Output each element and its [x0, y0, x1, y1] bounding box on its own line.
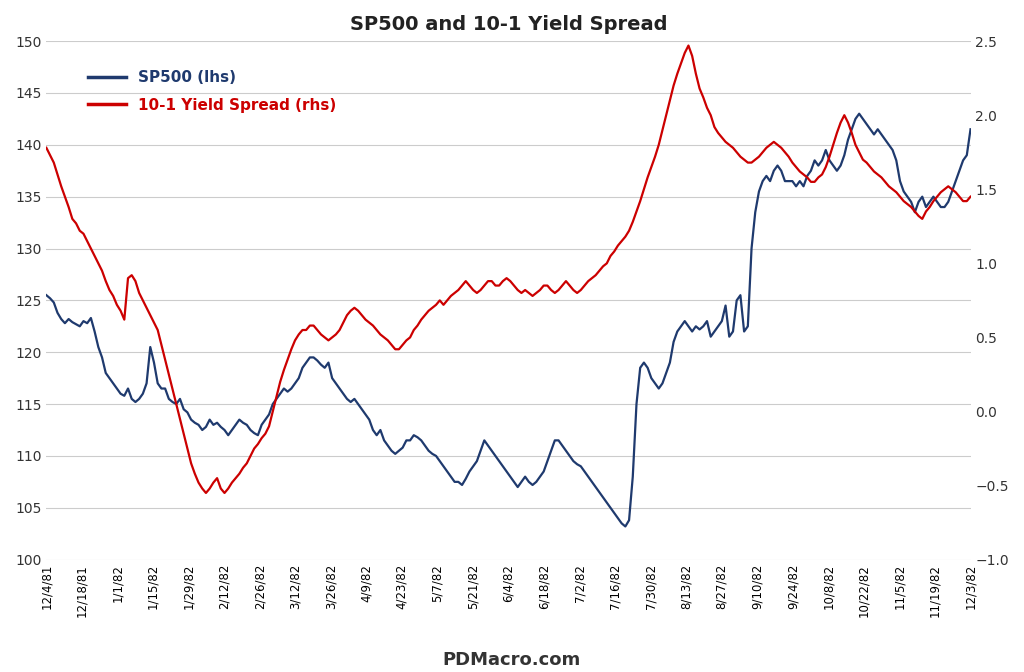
SP500 (lhs) [574, 462, 587, 470]
10-1 Yield Spread (rhs) [193, 478, 205, 487]
SP500 (lhs) [935, 203, 947, 211]
10-1 Yield Spread (rhs) [965, 193, 977, 201]
10-1 Yield Spread (rhs) [935, 188, 947, 196]
10-1 Yield Spread (rhs) [40, 144, 52, 152]
Line: 10-1 Yield Spread (rhs): 10-1 Yield Spread (rhs) [46, 46, 971, 493]
10-1 Yield Spread (rhs) [682, 42, 694, 50]
SP500 (lhs) [40, 291, 52, 299]
SP500 (lhs) [853, 110, 865, 118]
SP500 (lhs) [193, 421, 205, 429]
Title: SP500 and 10-1 Yield Spread: SP500 and 10-1 Yield Spread [349, 15, 668, 34]
10-1 Yield Spread (rhs) [426, 304, 438, 312]
10-1 Yield Spread (rhs) [579, 282, 591, 290]
Legend: SP500 (lhs), 10-1 Yield Spread (rhs): SP500 (lhs), 10-1 Yield Spread (rhs) [82, 65, 343, 119]
Line: SP500 (lhs): SP500 (lhs) [46, 114, 971, 526]
SP500 (lhs) [965, 125, 977, 133]
SP500 (lhs) [682, 323, 694, 331]
10-1 Yield Spread (rhs) [200, 489, 212, 497]
SP500 (lhs) [423, 447, 435, 455]
10-1 Yield Spread (rhs) [686, 52, 698, 60]
SP500 (lhs) [412, 433, 424, 442]
Text: PDMacro.com: PDMacro.com [442, 651, 582, 669]
10-1 Yield Spread (rhs) [415, 316, 427, 324]
SP500 (lhs) [620, 522, 632, 530]
